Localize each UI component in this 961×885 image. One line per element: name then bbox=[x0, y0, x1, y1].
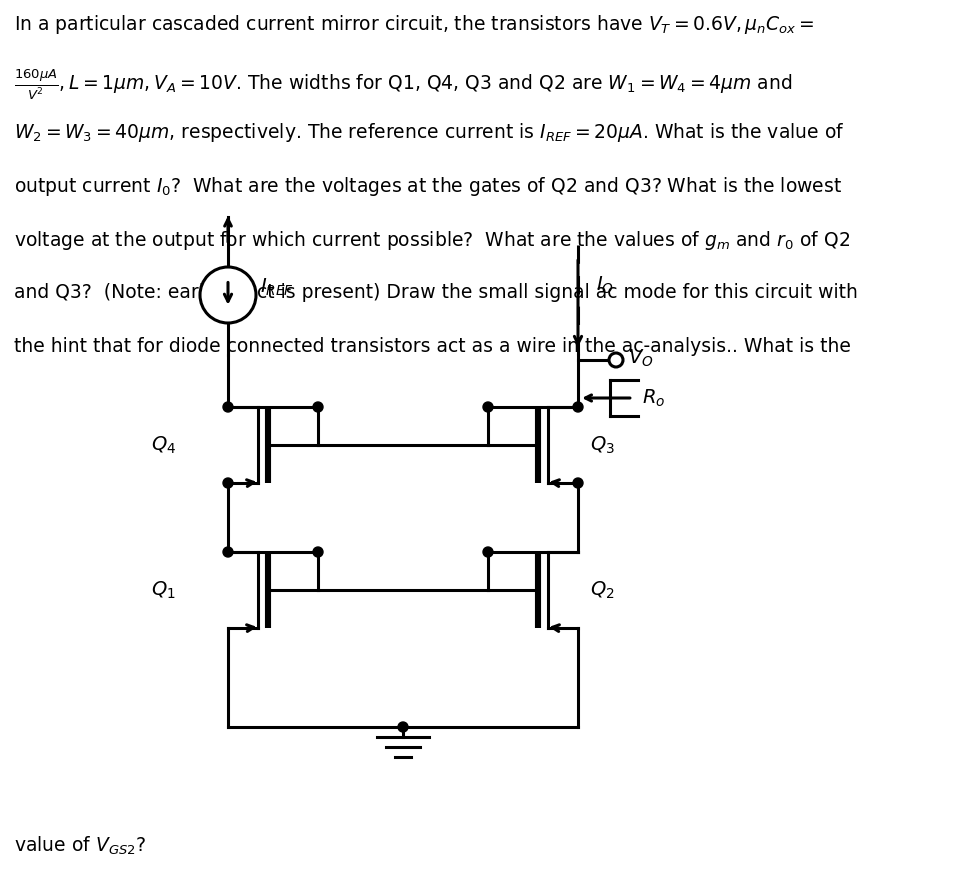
Circle shape bbox=[223, 402, 233, 412]
Text: $Q_4$: $Q_4$ bbox=[151, 435, 176, 456]
Text: value of $V_{GS2}$?: value of $V_{GS2}$? bbox=[14, 835, 146, 857]
Text: voltage at the output for which current possible?  What are the values of $g_m$ : voltage at the output for which current … bbox=[14, 229, 850, 252]
Text: In a particular cascaded current mirror circuit, the transistors have $V_T = 0.6: In a particular cascaded current mirror … bbox=[14, 13, 814, 36]
Text: $\frac{160\mu A}{V^2}, L = 1\mu m, V_A = 10V$. The widths for Q1, Q4, Q3 and Q2 : $\frac{160\mu A}{V^2}, L = 1\mu m, V_A =… bbox=[14, 67, 792, 102]
Circle shape bbox=[223, 478, 233, 488]
Circle shape bbox=[482, 547, 492, 557]
Text: $I_O$: $I_O$ bbox=[596, 274, 613, 296]
Text: output current $I_0$?  What are the voltages at the gates of Q2 and Q3? What is : output current $I_0$? What are the volta… bbox=[14, 175, 841, 198]
Text: $W_2 = W_3 = 40\mu m$, respectively. The reference current is $I_{REF} = 20\mu A: $W_2 = W_3 = 40\mu m$, respectively. The… bbox=[14, 121, 844, 144]
Circle shape bbox=[398, 722, 407, 732]
Circle shape bbox=[223, 547, 233, 557]
Text: $Q_1$: $Q_1$ bbox=[151, 580, 176, 601]
Circle shape bbox=[482, 402, 492, 412]
Text: $Q_3$: $Q_3$ bbox=[589, 435, 614, 456]
Text: $V_O$: $V_O$ bbox=[628, 347, 653, 369]
Circle shape bbox=[200, 267, 256, 323]
Text: $R_o$: $R_o$ bbox=[641, 388, 665, 409]
Text: $I_{REF}$: $I_{REF}$ bbox=[259, 276, 293, 297]
Circle shape bbox=[573, 478, 582, 488]
Circle shape bbox=[312, 402, 323, 412]
Circle shape bbox=[573, 402, 582, 412]
Text: the hint that for diode connected transistors act as a wire in the ac-analysis..: the hint that for diode connected transi… bbox=[14, 337, 850, 356]
Text: and Q3?  (Note: early effect is present) Draw the small signal ac mode for this : and Q3? (Note: early effect is present) … bbox=[14, 283, 857, 302]
Circle shape bbox=[312, 547, 323, 557]
Circle shape bbox=[608, 353, 623, 367]
Text: $Q_2$: $Q_2$ bbox=[589, 580, 614, 601]
